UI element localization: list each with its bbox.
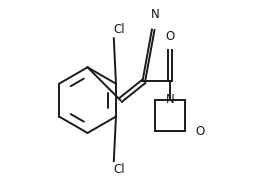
Text: Cl: Cl	[114, 163, 125, 176]
Text: O: O	[166, 30, 175, 43]
Text: O: O	[195, 125, 205, 138]
Text: N: N	[166, 93, 174, 106]
Text: N: N	[151, 8, 159, 21]
Text: Cl: Cl	[114, 23, 125, 36]
